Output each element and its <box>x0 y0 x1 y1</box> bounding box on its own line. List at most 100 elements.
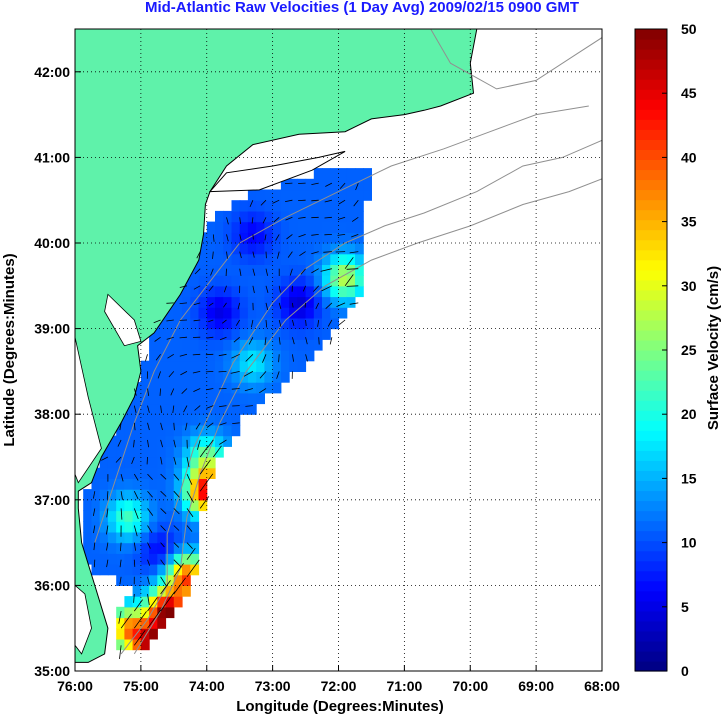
velocity-cell <box>140 574 150 586</box>
velocity-cell <box>116 553 125 565</box>
velocity-cell <box>256 210 265 223</box>
velocity-cell <box>132 521 142 533</box>
velocity-cell <box>149 585 158 597</box>
velocity-arrow <box>183 405 188 413</box>
velocity-cell <box>140 371 150 383</box>
velocity-cell <box>182 414 191 426</box>
velocity-cell <box>322 221 331 233</box>
velocity-cell <box>198 489 208 501</box>
velocity-cell <box>132 531 142 544</box>
velocity-cell <box>272 296 282 308</box>
velocity-cell <box>305 178 315 191</box>
velocity-cell <box>198 307 208 319</box>
velocity-cell <box>289 189 298 201</box>
velocity-cell <box>173 542 183 554</box>
velocity-cell <box>149 521 158 533</box>
velocity-arrow <box>337 234 346 236</box>
velocity-cell <box>173 371 183 383</box>
velocity-arrow <box>160 508 167 514</box>
velocity-cell <box>149 392 158 405</box>
colorbar-tick-label: 5 <box>681 599 689 615</box>
velocity-arrow <box>147 439 149 448</box>
velocity-cell <box>99 521 109 533</box>
velocity-cell <box>149 360 158 372</box>
y-tick-label: 36:00 <box>34 577 70 593</box>
velocity-cell <box>206 371 216 383</box>
velocity-arrow <box>186 559 200 578</box>
velocity-arrow <box>325 182 333 187</box>
velocity-arrow <box>338 199 346 205</box>
colorbar-tick-label: 30 <box>681 278 697 294</box>
velocity-arrow <box>133 473 139 481</box>
velocity-arrow <box>252 234 254 240</box>
velocity-cell <box>190 382 200 394</box>
velocity-cell <box>247 200 257 212</box>
velocity-cell <box>289 210 298 223</box>
colorbar-band <box>635 490 667 502</box>
velocity-cell <box>215 360 224 372</box>
velocity-arrow <box>172 405 175 414</box>
velocity-cell <box>157 499 167 512</box>
colorbar-band <box>635 640 667 652</box>
velocity-cell <box>99 489 109 501</box>
velocity-cell <box>116 628 125 640</box>
velocity-cell <box>338 307 348 319</box>
velocity-arrow <box>160 439 163 448</box>
velocity-arrow <box>173 559 182 568</box>
velocity-cell <box>239 275 249 287</box>
x-tick-label: 75:00 <box>123 678 159 694</box>
velocity-cell <box>182 285 191 298</box>
velocity-cell <box>107 478 117 490</box>
velocity-cell <box>173 296 183 308</box>
velocity-cell <box>132 553 142 565</box>
velocity-cell <box>280 221 290 233</box>
velocity-arrow <box>251 217 254 224</box>
velocity-cell <box>215 382 224 394</box>
velocity-cell <box>215 424 224 437</box>
colorbar-band <box>635 460 667 471</box>
velocity-cell <box>140 585 150 597</box>
velocity-cell <box>190 360 200 372</box>
velocity-arrow <box>273 217 280 223</box>
velocity-cell <box>305 232 315 244</box>
velocity-cell <box>256 392 265 405</box>
velocity-arrow <box>166 336 174 340</box>
velocity-arrow <box>206 336 214 339</box>
colorbar-tick-label: 35 <box>681 214 697 230</box>
velocity-arrow <box>147 542 151 549</box>
velocity-cell <box>190 510 200 522</box>
velocity-cell <box>165 542 175 554</box>
velocity-cell <box>124 457 134 469</box>
velocity-cell <box>83 510 92 522</box>
velocity-cell <box>124 606 134 619</box>
velocity-arrow <box>93 525 96 534</box>
velocity-arrow <box>264 234 267 241</box>
velocity-arrow <box>336 302 346 307</box>
velocity-cell <box>149 371 158 383</box>
velocity-cell <box>165 350 175 362</box>
velocity-arrow <box>311 182 319 185</box>
velocity-cell <box>173 350 183 362</box>
velocity-cell <box>132 457 142 469</box>
velocity-cell <box>206 414 216 426</box>
velocity-cell <box>165 371 175 383</box>
velocity-cell <box>173 489 183 501</box>
velocity-arrow <box>320 268 332 272</box>
velocity-arrow <box>344 274 354 287</box>
colorbar-band <box>635 309 667 321</box>
velocity-cell <box>157 585 167 597</box>
velocity-cell <box>338 178 348 191</box>
land-mass <box>75 29 478 663</box>
velocity-cell <box>322 317 331 330</box>
velocity-cell <box>173 510 183 522</box>
velocity-cell <box>157 360 167 372</box>
velocity-cell <box>305 307 315 319</box>
colorbar-band <box>635 350 667 361</box>
velocity-cell <box>182 499 191 512</box>
velocity-arrow <box>311 251 319 255</box>
velocity-cell <box>99 499 109 512</box>
velocity-cell <box>182 478 191 490</box>
velocity-arrow <box>272 199 280 204</box>
velocity-arrow <box>179 285 188 288</box>
velocity-cell <box>355 253 364 265</box>
